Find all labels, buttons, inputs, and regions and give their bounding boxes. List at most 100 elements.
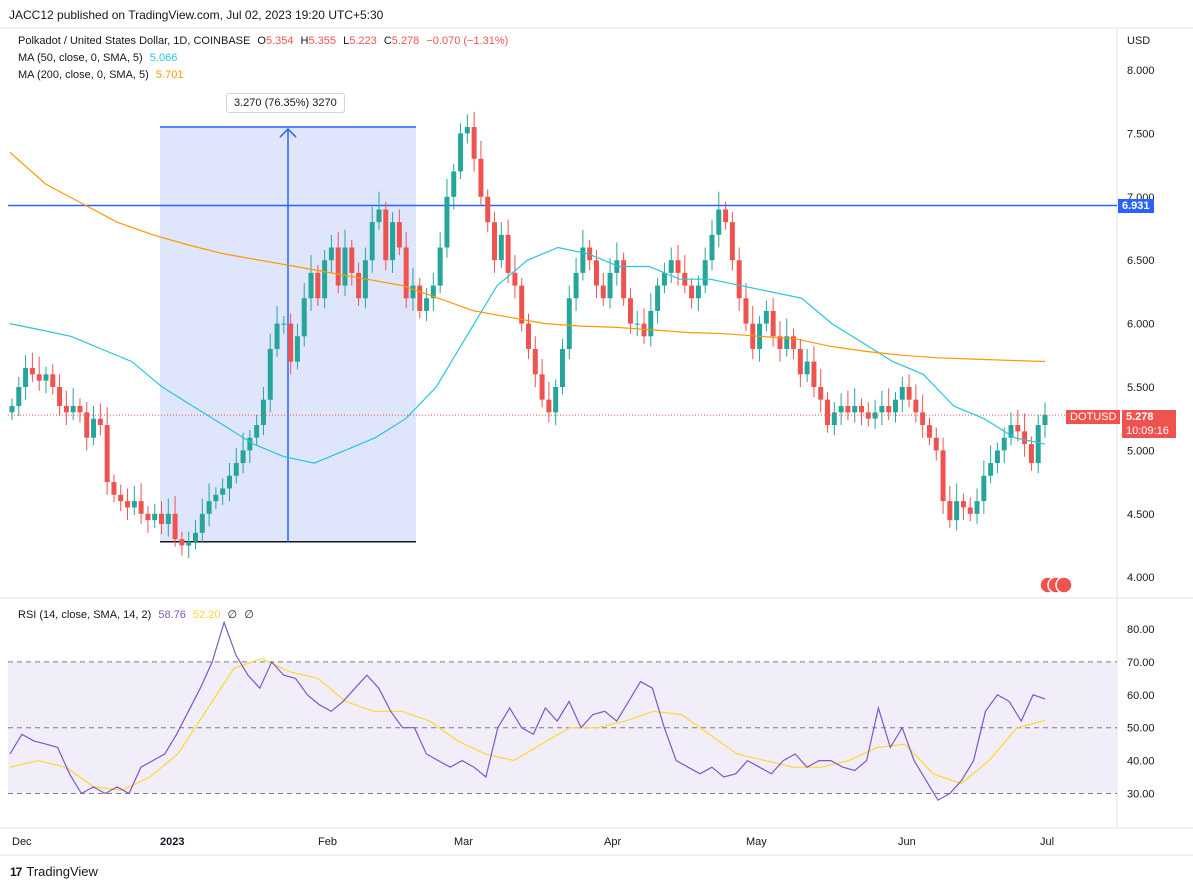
candle-body <box>994 450 1000 464</box>
candle-body <box>464 127 470 134</box>
candle-body <box>91 418 97 438</box>
candle-body <box>451 171 457 197</box>
candle-body <box>546 399 552 413</box>
candle-body <box>573 272 579 299</box>
candle-body <box>369 222 375 261</box>
candle-body <box>954 501 960 521</box>
candle-body <box>865 412 871 419</box>
close-label: C <box>383 35 392 47</box>
candle-body <box>967 507 973 514</box>
ma50-label: MA (50, close, 0, SMA, 5) <box>18 52 143 64</box>
candle-body <box>492 222 498 261</box>
low-value: 5.223 <box>349 35 377 47</box>
candle-body <box>614 260 620 273</box>
candle-body <box>376 209 382 223</box>
candle-body <box>655 285 661 311</box>
candle-body <box>593 260 599 286</box>
candle-body <box>505 234 511 273</box>
rsi-tick-label: 80.00 <box>1127 624 1155 636</box>
candle-body <box>852 406 858 413</box>
candle-body <box>57 387 63 407</box>
candle-body <box>403 247 409 299</box>
symbol-tag: DOTUSD <box>1066 410 1121 424</box>
candle-body <box>702 260 708 286</box>
candle-body <box>947 501 953 521</box>
candle-body <box>29 367 35 375</box>
candle-body <box>396 222 402 248</box>
candle-body <box>1022 431 1028 445</box>
measure-arrow-head <box>279 127 297 138</box>
candle-body <box>179 539 185 546</box>
candle-body <box>104 425 110 483</box>
candle-body <box>1035 425 1041 464</box>
ma50-legend[interactable]: MA (50, close, 0, SMA, 5) 5.066 <box>18 52 177 64</box>
tradingview-logo-icon: 17 <box>10 864 22 879</box>
candle-body <box>607 272 613 299</box>
candle-body <box>689 285 695 299</box>
candle-body <box>186 541 192 546</box>
candle-body <box>390 222 396 261</box>
candle-body <box>301 298 307 337</box>
candle-body <box>791 336 797 349</box>
candle-body <box>172 513 178 540</box>
symbol-legend[interactable]: Polkadot / United States Dollar, 1D, COI… <box>18 35 508 47</box>
candle-body <box>519 285 525 324</box>
candle-body <box>974 501 980 514</box>
candle-body <box>260 399 266 426</box>
candle-body <box>9 406 15 413</box>
candle-body <box>288 323 294 362</box>
candle-body <box>1008 425 1014 438</box>
candle-body <box>281 323 287 325</box>
candle-body <box>471 127 477 159</box>
candle-body <box>831 412 837 426</box>
time-tick-label: Feb <box>318 836 337 848</box>
ma200-value: 5.701 <box>155 69 184 81</box>
candle-body <box>417 285 423 311</box>
candle-body <box>342 247 348 286</box>
candle-body <box>553 387 559 413</box>
candle-body <box>988 463 994 476</box>
ma200-legend[interactable]: MA (200, close, 0, SMA, 5) 5.701 <box>18 69 183 81</box>
candle-body <box>118 494 124 502</box>
candle-body <box>131 501 137 508</box>
candle-body <box>145 513 151 521</box>
candle-body <box>532 348 538 375</box>
candle-body <box>512 272 518 286</box>
countdown-tag: 10:09:16 <box>1122 424 1176 438</box>
measure-label: 3.270 (76.35%) 3270 <box>226 93 345 113</box>
candle-body <box>580 247 586 273</box>
candle-body <box>50 374 56 387</box>
candle-body <box>125 501 131 508</box>
candle-body <box>36 374 42 381</box>
candle-body <box>559 348 565 387</box>
candle-body <box>1042 414 1048 426</box>
rsi-ma-value: 52.20 <box>192 609 221 621</box>
price-tick-label: 5.500 <box>1127 382 1155 394</box>
ma200-line <box>9 151 1046 363</box>
candle-body <box>213 494 219 502</box>
candle-body <box>240 450 246 464</box>
open-label: O <box>257 35 266 47</box>
candle-body <box>777 336 783 349</box>
open-value: 5.354 <box>265 35 294 47</box>
price-tick-label: 4.000 <box>1127 572 1155 584</box>
price-tick-label: 5.000 <box>1127 445 1155 457</box>
candle-body <box>308 272 314 299</box>
rsi-tick-label: 50.00 <box>1127 723 1155 735</box>
currency-label[interactable]: USD <box>1127 35 1151 47</box>
candle-body <box>797 348 803 375</box>
candle-body <box>424 298 430 311</box>
candle-body <box>165 513 171 524</box>
rsi-tick-label: 70.00 <box>1127 657 1155 669</box>
candle-body <box>220 488 226 495</box>
candle-body <box>784 336 790 349</box>
price-tick-label: 7.500 <box>1127 128 1155 140</box>
rsi-legend[interactable]: RSI (14, close, SMA, 14, 2) 58.76 52.20 … <box>18 608 254 621</box>
rsi-label: RSI (14, close, SMA, 14, 2) <box>18 609 152 621</box>
candle-body <box>770 310 776 337</box>
ma50-value: 5.066 <box>149 52 178 64</box>
candle-body <box>627 298 633 324</box>
candle-body <box>77 406 83 413</box>
tradingview-brand[interactable]: 17 TradingView <box>10 864 98 879</box>
